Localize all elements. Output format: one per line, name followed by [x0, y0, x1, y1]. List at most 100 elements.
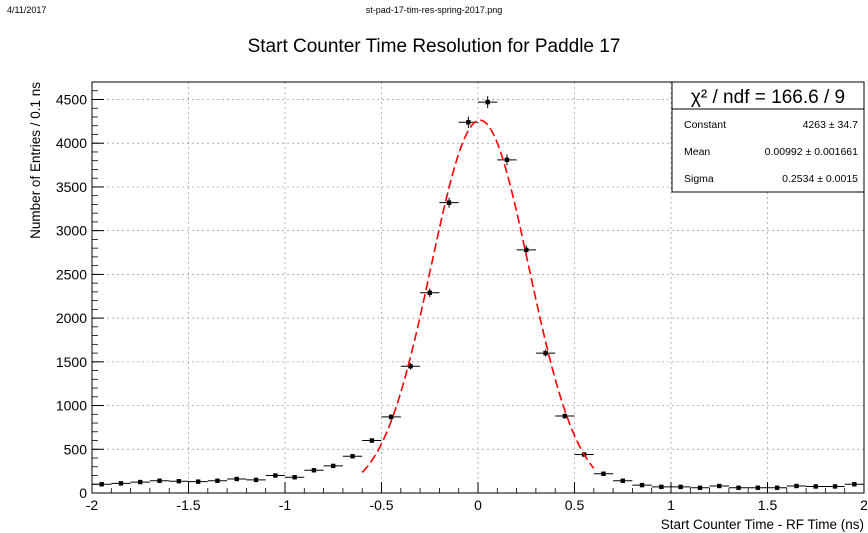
- stats-box-frame: [671, 81, 865, 193]
- data-point: [748, 485, 768, 490]
- data-point-marker: [234, 476, 239, 482]
- data-point: [651, 484, 671, 490]
- data-point: [169, 478, 189, 484]
- file-name: st-pad-17-tim-res-spring-2017.png: [365, 5, 503, 15]
- data-point: [478, 96, 498, 108]
- data-point: [671, 484, 691, 490]
- data-point-marker: [813, 484, 818, 489]
- data-point-marker: [485, 99, 490, 105]
- data-point-marker: [138, 479, 143, 485]
- data-point: [709, 483, 729, 489]
- stats-param-value: 4263 ± 34.7: [803, 119, 859, 131]
- data-point: [420, 288, 440, 297]
- y-tick-label: 0: [79, 485, 87, 501]
- data-point-marker: [774, 485, 780, 490]
- x-tick-label: -1.5: [176, 497, 200, 513]
- data-point: [786, 483, 807, 489]
- data-point: [285, 475, 305, 480]
- data-point: [149, 478, 170, 483]
- data-point: [342, 454, 363, 459]
- data-point-marker: [388, 414, 394, 420]
- data-point-marker: [408, 364, 413, 369]
- chart-title: Start Counter Time Resolution for Paddle…: [247, 36, 621, 57]
- data-point: [130, 479, 150, 485]
- data-point-marker: [311, 468, 317, 473]
- data-point-marker: [369, 438, 375, 443]
- data-point-marker: [273, 473, 278, 478]
- data-point-marker: [195, 479, 201, 484]
- data-point: [613, 478, 633, 483]
- data-point-marker: [446, 200, 452, 205]
- data-point-marker: [678, 484, 683, 490]
- data-point-marker: [620, 478, 625, 483]
- data-point: [439, 197, 459, 208]
- data-point-marker: [562, 413, 568, 419]
- data-point-marker: [524, 247, 529, 253]
- data-point-marker: [794, 483, 799, 489]
- data-point-marker: [601, 471, 606, 476]
- grid-layer: [92, 82, 864, 493]
- data-point: [265, 473, 285, 478]
- data-point-marker: [543, 350, 548, 356]
- data-point-marker: [99, 482, 104, 487]
- data-point-marker: [736, 485, 741, 490]
- y-tick-label: 3000: [56, 223, 87, 239]
- data-point: [323, 463, 343, 469]
- data-point: [246, 477, 266, 483]
- data-point: [227, 476, 247, 482]
- data-point: [806, 484, 826, 489]
- data-point: [844, 482, 864, 487]
- data-point-marker: [176, 478, 182, 484]
- data-point: [362, 438, 382, 443]
- data-point: [188, 479, 208, 484]
- data-point-marker: [253, 477, 259, 483]
- y-axis-label: Number of Entries / 0.1 ns: [28, 82, 43, 239]
- data-point: [728, 485, 749, 490]
- data-point: [207, 478, 228, 483]
- data-point-marker: [832, 484, 838, 489]
- y-tick-label: 2500: [56, 266, 87, 282]
- y-tick-label: 3500: [56, 179, 87, 195]
- axis-layer: -2 -1.5 -1 -0.5 0 0.5 1 1.5 2 0 500 1000 1500 2000 250…: [56, 81, 868, 513]
- data-point-marker: [427, 290, 432, 295]
- x-tick-label: -1: [279, 497, 292, 513]
- data-point-marker: [755, 485, 761, 490]
- data-point-marker: [157, 478, 162, 483]
- data-point-marker: [717, 483, 722, 489]
- data-point-marker: [852, 482, 857, 487]
- data-point: [381, 414, 401, 420]
- data-point: [555, 413, 575, 419]
- x-tick-label: 2: [860, 497, 868, 513]
- stats-param-name: Sigma: [684, 173, 714, 185]
- x-tick-label: 0.5: [565, 497, 585, 513]
- data-point-marker: [697, 485, 703, 490]
- data-point-marker: [639, 482, 645, 488]
- x-tick-label: 1.5: [758, 497, 778, 513]
- stats-box: χ² / ndf = 166.6 / 9 Constant 4263 ± 34.7 M…: [671, 81, 865, 193]
- x-tick-label: -0.5: [369, 497, 393, 513]
- data-point: [593, 471, 614, 476]
- stats-param-name: Mean: [684, 146, 710, 158]
- data-point: [632, 482, 652, 488]
- data-point-marker: [292, 475, 297, 480]
- print-date: 4/11/2017: [7, 5, 47, 15]
- data-point: [497, 154, 517, 166]
- y-tick-label: 4000: [56, 135, 87, 151]
- y-tick-label: 2000: [56, 310, 87, 326]
- chi2-ndf-label: χ² / ndf = 166.6 / 9: [691, 87, 845, 108]
- data-point: [535, 349, 556, 357]
- x-tick-label: 0: [474, 497, 482, 513]
- data-point-marker: [331, 463, 336, 469]
- stats-param-name: Constant: [684, 119, 726, 131]
- y-tick-label: 1000: [56, 398, 87, 414]
- stats-param-value: 0.00992 ± 0.001661: [765, 146, 859, 158]
- x-axis-label: Start Counter Time - RF Time (ns): [661, 517, 864, 532]
- data-point-marker: [215, 478, 220, 483]
- data-point-marker: [504, 157, 510, 163]
- stats-param-value: 0.2534 ± 0.0015: [782, 173, 858, 185]
- x-tick-label: 1: [667, 497, 675, 513]
- data-point-marker: [466, 120, 471, 125]
- y-tick-label: 500: [64, 441, 88, 457]
- x-tick-label: -2: [86, 497, 99, 513]
